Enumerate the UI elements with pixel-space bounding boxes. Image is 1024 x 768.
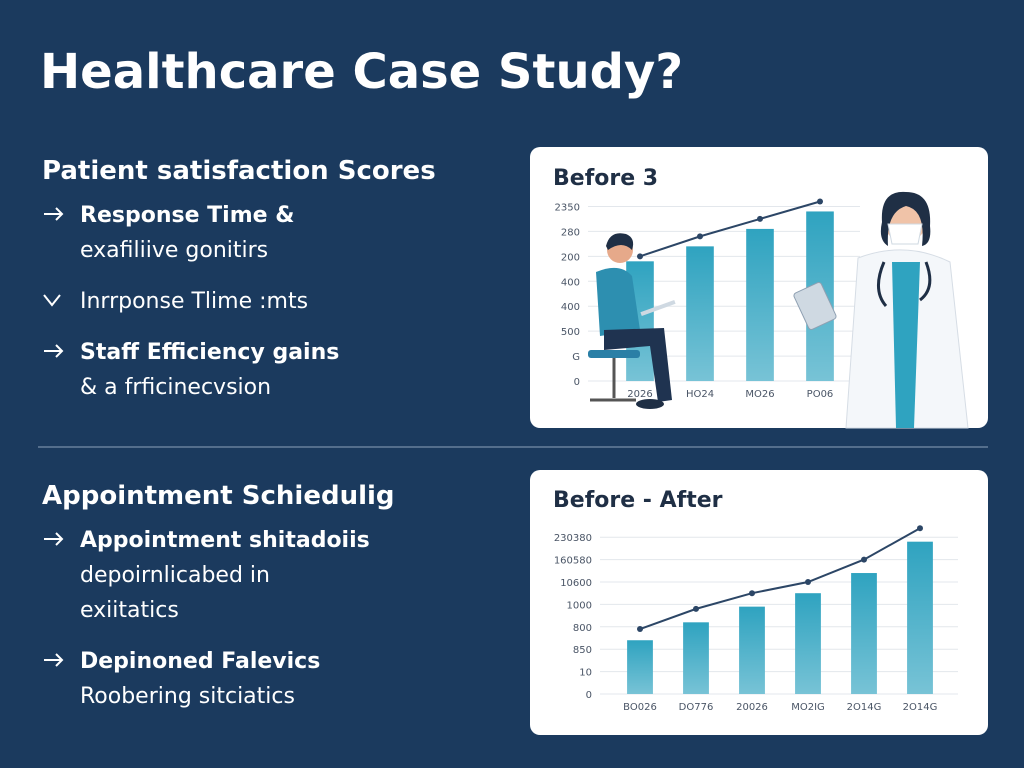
bar-shade xyxy=(746,228,774,381)
check-icon xyxy=(43,294,61,307)
y-tick-label: G xyxy=(572,352,580,363)
bar-shade xyxy=(795,593,821,694)
bar-shade xyxy=(627,640,653,694)
page-title: Healthcare Case Study? xyxy=(40,44,683,100)
item-text: Inrrponse Tlime :mts xyxy=(80,289,308,314)
y-tick-label: 10600 xyxy=(560,578,592,589)
y-tick-label: 850 xyxy=(573,645,592,656)
illustration xyxy=(640,299,676,317)
y-tick-label: 10 xyxy=(579,668,592,679)
arrow-icon xyxy=(44,344,64,358)
y-tick-label: 160580 xyxy=(554,556,592,567)
item-title: Depinoned Falevics xyxy=(80,649,320,674)
x-tick-label: 2026 xyxy=(627,389,652,400)
illustration xyxy=(606,233,634,250)
illustration xyxy=(880,191,931,246)
line-point xyxy=(917,525,923,532)
bar-shade xyxy=(686,246,714,381)
x-tick-label: PO06 xyxy=(807,389,834,400)
line xyxy=(639,527,921,630)
line-point xyxy=(805,579,811,585)
illustration xyxy=(604,328,672,402)
y-tick-label: 500 xyxy=(561,327,580,338)
line-point xyxy=(637,626,643,633)
arrow-icon xyxy=(44,532,64,546)
x-tick-label: MO26 xyxy=(745,389,774,400)
item-text: depoirnlicabed in xyxy=(80,563,270,588)
y-tick-label: 0 xyxy=(586,690,592,701)
y-tick-label: 400 xyxy=(561,302,580,313)
item-title: Appointment shitadoiis xyxy=(80,528,370,553)
illustration xyxy=(892,262,920,428)
line-point xyxy=(757,215,763,222)
x-tick-label: 20026 xyxy=(736,702,768,713)
y-tick-label: 200 xyxy=(561,252,580,263)
x-tick-label: 2O14G xyxy=(903,702,938,713)
item-text: exafiliive gonitirs xyxy=(80,238,268,263)
section-heading: Patient satisfaction Scores xyxy=(42,156,436,186)
y-tick-label: 2350 xyxy=(555,202,580,213)
illustration xyxy=(588,350,640,358)
bar-shade xyxy=(683,622,709,694)
y-tick-label: 230380 xyxy=(554,533,592,544)
y-tick-label: 0 xyxy=(574,377,580,388)
y-tick-label: 1000 xyxy=(567,600,592,611)
line-point xyxy=(817,198,823,205)
item-title: Response Time & xyxy=(80,203,294,228)
item-text: Roobering sitciatics xyxy=(80,684,295,709)
y-tick-label: 800 xyxy=(573,623,592,634)
illustration xyxy=(793,282,837,330)
y-tick-label: 400 xyxy=(561,277,580,288)
x-tick-label: HO24 xyxy=(686,389,714,400)
line-point xyxy=(861,556,867,563)
y-tick-label: 280 xyxy=(561,227,580,238)
x-tick-label: DO776 xyxy=(679,702,714,713)
bar-shade xyxy=(907,541,933,694)
x-tick-label: 2O14G xyxy=(847,702,882,713)
x-tick-label: MO2IG xyxy=(791,702,825,713)
arrow-icon xyxy=(44,653,64,667)
section-heading: Appointment Schiedulig xyxy=(42,481,395,511)
item-text: exiitatics xyxy=(80,598,179,623)
illustration xyxy=(887,223,923,245)
line-point xyxy=(749,590,755,597)
item-title: Staff Efficiency gains xyxy=(80,340,339,365)
line-point xyxy=(637,253,643,260)
bar-shade xyxy=(851,573,877,694)
illustration xyxy=(596,267,640,336)
line-point xyxy=(693,605,699,612)
x-tick-label: BO026 xyxy=(623,702,657,713)
chart-title: Before - After xyxy=(553,488,723,513)
illustration xyxy=(636,399,664,409)
chart-title: Before 3 xyxy=(553,166,658,191)
line-point xyxy=(697,233,703,240)
arrow-icon xyxy=(44,207,64,221)
line xyxy=(639,200,821,258)
content: Patient satisfaction Scores Response Time… xyxy=(42,156,969,713)
item-text: & a frficinecvsion xyxy=(80,375,271,400)
bar-shade xyxy=(739,606,765,694)
illustration xyxy=(877,261,932,307)
